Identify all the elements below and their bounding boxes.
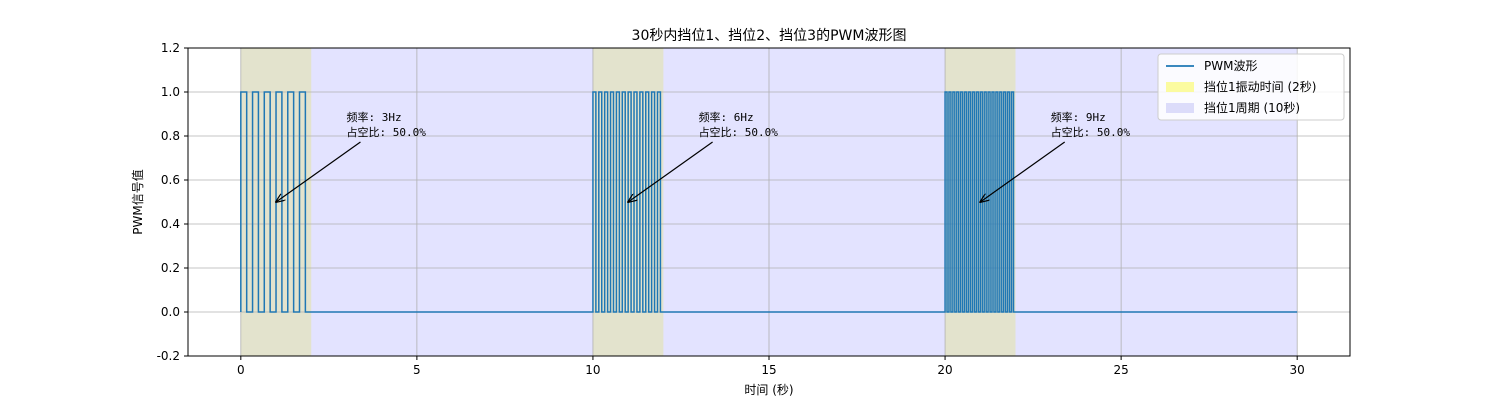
annotation-arrow — [276, 141, 361, 202]
annotation-frequency: 频率: 6Hz — [699, 110, 754, 124]
annotation-arrow — [980, 141, 1066, 202]
chart-title: 30秒内挡位1、挡位2、挡位3的PWM波形图 — [632, 28, 907, 44]
x-tick-label: 0 — [237, 363, 245, 377]
annotation-frequency: 频率: 3Hz — [346, 110, 401, 124]
y-tick-label: 1.2 — [161, 41, 180, 55]
series-line-pwm — [240, 91, 1298, 313]
x-tick-label: 10 — [585, 363, 600, 377]
annotation-duty: 占空比: 50.0% — [346, 125, 426, 139]
x-tick-label: 15 — [761, 363, 776, 377]
annotation-arrow — [628, 141, 713, 202]
y-tick-label: 0.8 — [161, 129, 180, 143]
x-tick-label: 25 — [1113, 363, 1128, 377]
tick-layer: 0 5 10 15 20 25 30 -0.2 0.0 0.2 0.4 0.6 0.8 1.0 1.2 — [157, 41, 1305, 377]
legend-label: 挡位1周期 (10秒) — [1204, 100, 1300, 115]
annotation-duty: 占空比: 50.0% — [699, 125, 779, 139]
legend-label: PWM波形 — [1204, 59, 1257, 73]
legend-patch-swatch — [1166, 103, 1194, 113]
annotation-frequency: 频率: 9Hz — [1051, 110, 1106, 124]
x-tick-label: 20 — [937, 363, 952, 377]
legend-label: 挡位1振动时间 (2秒) — [1204, 79, 1316, 94]
y-tick-label: 0.2 — [161, 261, 180, 275]
legend-box — [1157, 53, 1345, 121]
y-tick-label: 1.0 — [161, 85, 180, 99]
legend-patch-swatch — [1166, 82, 1194, 92]
annotation-duty: 占空比: 50.0% — [1051, 125, 1131, 139]
series-layer — [240, 91, 1298, 313]
x-tick-label: 30 — [1290, 363, 1305, 377]
y-tick-label: 0.0 — [161, 305, 180, 319]
y-tick-label: -0.2 — [157, 349, 180, 363]
x-tick-label: 5 — [413, 363, 421, 377]
y-tick-label: 0.6 — [161, 173, 180, 187]
y-axis-label: PWM信号值 — [130, 169, 145, 234]
x-axis-label: 时间 (秒) — [744, 383, 793, 397]
y-tick-label: 0.4 — [161, 217, 180, 231]
